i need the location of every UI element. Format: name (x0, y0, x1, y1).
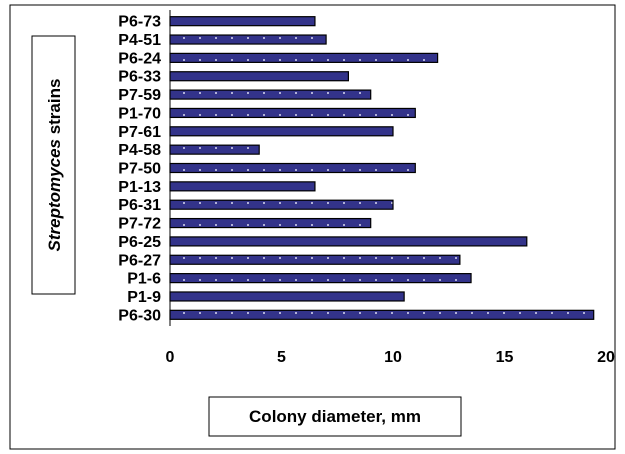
category-label-p1-70: P1-70 (118, 105, 161, 122)
x-tick-label-5: 5 (277, 349, 286, 366)
bars-layer (169, 16, 595, 320)
category-label-p6-73: P6-73 (118, 14, 161, 31)
category-label-p6-31: P6-31 (118, 197, 161, 214)
bar-p1-13 (169, 181, 316, 192)
category-label-p1-6: P1-6 (127, 271, 161, 288)
x-axis-title-box (208, 396, 462, 437)
bar-p1-70 (169, 107, 416, 119)
category-label-p4-51: P4-51 (118, 32, 161, 49)
category-label-p6-33: P6-33 (118, 69, 161, 86)
category-label-p6-30: P6-30 (118, 307, 161, 324)
category-label-p6-25: P6-25 (118, 234, 161, 251)
category-label-p6-27: P6-27 (118, 252, 161, 269)
bar-p1-9 (169, 291, 405, 302)
bar-p6-30 (169, 309, 595, 320)
x-axis-title: Colony diameter, mm (208, 396, 462, 437)
category-label-p1-13: P1-13 (118, 179, 161, 196)
bar-p4-58 (169, 144, 260, 155)
category-label-p7-59: P7-59 (118, 87, 161, 104)
bar-p7-59 (169, 89, 372, 100)
bar-p7-50 (169, 162, 416, 174)
category-label-p7-72: P7-72 (118, 216, 161, 233)
y-axis-title-italic: Streptomyces (45, 139, 64, 251)
category-label-p1-9: P1-9 (127, 289, 161, 306)
x-axis: 0 5 10 15 20 (166, 10, 615, 366)
category-label-p4-58: P4-58 (118, 142, 161, 159)
x-tick-label-0: 0 (166, 349, 175, 366)
bar-p4-51 (169, 34, 327, 45)
x-tick-label-20: 20 (597, 349, 615, 366)
y-axis-title-rest: strains (45, 79, 64, 139)
category-label-p7-61: P7-61 (118, 124, 161, 141)
bar-p7-61 (169, 126, 394, 137)
bar-p6-73 (169, 16, 316, 27)
bar-p6-25 (169, 236, 528, 247)
x-axis-title-text: Colony diameter, mm (249, 407, 421, 426)
y-axis-title-text: Streptomyces strains (45, 79, 64, 252)
x-tick-label-15: 15 (496, 349, 514, 366)
category-label-p6-24: P6-24 (118, 50, 161, 67)
x-tick-label-10: 10 (384, 349, 402, 366)
bar-p1-6 (169, 273, 472, 284)
bar-p6-33 (169, 71, 349, 82)
category-label-p7-50: P7-50 (118, 161, 161, 178)
bar-p6-24 (169, 52, 439, 63)
y-axis-title: Streptomyces strains (31, 35, 76, 295)
y-axis-title-box (31, 35, 76, 295)
bar-p6-27 (169, 254, 461, 265)
bar-p7-72 (169, 217, 372, 229)
bar-p6-31 (169, 199, 394, 210)
